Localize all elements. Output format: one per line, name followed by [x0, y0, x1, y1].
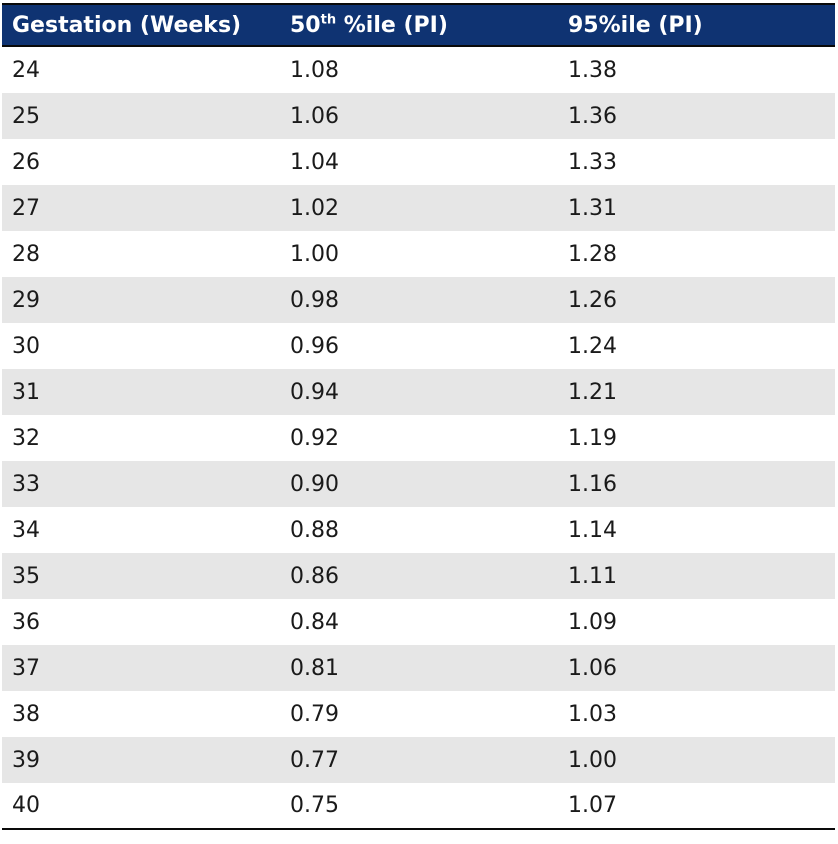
cell-50th-percentile: 0.79 [290, 701, 339, 727]
cell-95th-percentile: 1.31 [568, 195, 617, 221]
cell-50th-percentile: 0.86 [290, 563, 339, 589]
cell-95th-percentile: 1.36 [568, 103, 617, 129]
cell-95th-percentile: 1.16 [568, 471, 617, 497]
header-95th-percentile: 95%ile (PI) [568, 12, 703, 38]
table-row: 33 0.90 1.16 [2, 461, 835, 507]
cell-gestation-weeks: 33 [12, 471, 40, 497]
table-row: 40 0.75 1.07 [2, 783, 835, 830]
header-50th-number: 50 [290, 12, 321, 38]
cell-95th-percentile: 1.00 [568, 747, 617, 773]
cell-gestation-weeks: 31 [12, 379, 40, 405]
cell-50th-percentile: 0.84 [290, 609, 339, 635]
cell-95th-percentile: 1.11 [568, 563, 617, 589]
header-50th-suffix: th [320, 12, 337, 28]
cell-gestation-weeks: 24 [12, 57, 40, 83]
header-50th-label: %ile (PI) [336, 12, 448, 38]
cell-gestation-weeks: 40 [12, 793, 40, 818]
cell-gestation-weeks: 35 [12, 563, 40, 589]
cell-gestation-weeks: 25 [12, 103, 40, 129]
cell-95th-percentile: 1.19 [568, 425, 617, 451]
cell-95th-percentile: 1.38 [568, 57, 617, 83]
cell-95th-percentile: 1.33 [568, 149, 617, 175]
table-row: 39 0.77 1.00 [2, 737, 835, 783]
cell-50th-percentile: 1.02 [290, 195, 339, 221]
table-row: 28 1.00 1.28 [2, 231, 835, 277]
table-row: 31 0.94 1.21 [2, 369, 835, 415]
table-row: 30 0.96 1.24 [2, 323, 835, 369]
cell-gestation-weeks: 30 [12, 333, 40, 359]
table-row: 27 1.02 1.31 [2, 185, 835, 231]
cell-95th-percentile: 1.03 [568, 701, 617, 727]
header-gestation: Gestation (Weeks) [12, 12, 242, 38]
cell-gestation-weeks: 38 [12, 701, 40, 727]
cell-gestation-weeks: 34 [12, 517, 40, 543]
table-row: 25 1.06 1.36 [2, 93, 835, 139]
cell-95th-percentile: 1.07 [568, 793, 617, 818]
cell-50th-percentile: 0.90 [290, 471, 339, 497]
table-row: 38 0.79 1.03 [2, 691, 835, 737]
cell-50th-percentile: 1.06 [290, 103, 339, 129]
cell-gestation-weeks: 27 [12, 195, 40, 221]
table-row: 37 0.81 1.06 [2, 645, 835, 691]
cell-95th-percentile: 1.14 [568, 517, 617, 543]
cell-gestation-weeks: 26 [12, 149, 40, 175]
cell-95th-percentile: 1.26 [568, 287, 617, 313]
table-row: 32 0.92 1.19 [2, 415, 835, 461]
cell-50th-percentile: 1.04 [290, 149, 339, 175]
cell-gestation-weeks: 39 [12, 747, 40, 773]
cell-50th-percentile: 1.08 [290, 57, 339, 83]
cell-95th-percentile: 1.21 [568, 379, 617, 405]
cell-gestation-weeks: 36 [12, 609, 40, 635]
cell-gestation-weeks: 32 [12, 425, 40, 451]
cell-50th-percentile: 0.88 [290, 517, 339, 543]
cell-gestation-weeks: 28 [12, 241, 40, 267]
percentile-table: Gestation (Weeks) 50th %ile (PI) 95%ile … [2, 3, 835, 830]
table-header: Gestation (Weeks) 50th %ile (PI) 95%ile … [2, 3, 835, 47]
cell-95th-percentile: 1.24 [568, 333, 617, 359]
table-row: 36 0.84 1.09 [2, 599, 835, 645]
cell-95th-percentile: 1.28 [568, 241, 617, 267]
cell-gestation-weeks: 29 [12, 287, 40, 313]
cell-50th-percentile: 1.00 [290, 241, 339, 267]
cell-50th-percentile: 0.92 [290, 425, 339, 451]
table-body: 24 1.08 1.38 25 1.06 1.36 26 1.04 1.33 27 1.02 1.31… [2, 47, 835, 830]
header-50th-percentile: 50th %ile (PI) [280, 13, 558, 38]
cell-gestation-weeks: 37 [12, 655, 40, 681]
cell-50th-percentile: 0.81 [290, 655, 339, 681]
cell-95th-percentile: 1.06 [568, 655, 617, 681]
cell-50th-percentile: 0.94 [290, 379, 339, 405]
table-row: 29 0.98 1.26 [2, 277, 835, 323]
table-row: 26 1.04 1.33 [2, 139, 835, 185]
table-row: 35 0.86 1.11 [2, 553, 835, 599]
cell-50th-percentile: 0.75 [290, 793, 339, 818]
table-row: 34 0.88 1.14 [2, 507, 835, 553]
cell-50th-percentile: 0.96 [290, 333, 339, 359]
table-row: 24 1.08 1.38 [2, 47, 835, 93]
cell-95th-percentile: 1.09 [568, 609, 617, 635]
cell-50th-percentile: 0.77 [290, 747, 339, 773]
cell-50th-percentile: 0.98 [290, 287, 339, 313]
